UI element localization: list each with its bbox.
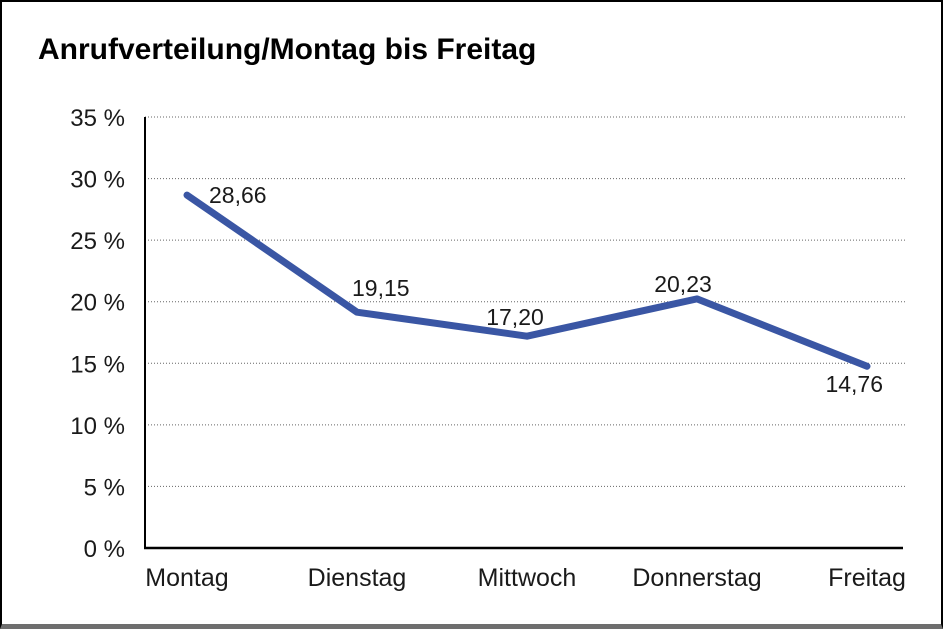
data-point-label: 17,20 (486, 304, 544, 330)
data-point-label: 14,76 (825, 371, 883, 397)
y-tick-label: 20 % (70, 290, 125, 317)
y-tick-label: 25 % (70, 228, 125, 255)
x-category-label: Mittwoch (478, 564, 577, 592)
x-category-label: Dienstag (308, 564, 407, 592)
data-point-label: 28,66 (209, 182, 267, 208)
y-tick-label: 10 % (70, 413, 125, 440)
y-tick-label: 5 % (84, 474, 125, 501)
x-category-label: Donnerstag (632, 564, 761, 592)
data-point-label: 19,15 (352, 275, 410, 301)
data-point-label: 20,23 (654, 271, 712, 297)
y-tick-label: 30 % (70, 167, 125, 194)
x-category-label: Montag (145, 564, 228, 592)
chart-title: Anrufverteilung/Montag bis Freitag (38, 33, 537, 66)
y-tick-label: 35 % (70, 105, 125, 132)
data-line (183, 191, 871, 370)
x-category-label: Freitag (828, 564, 906, 592)
y-tick-label: 15 % (70, 351, 125, 378)
y-tick-label: 0 % (84, 536, 125, 563)
